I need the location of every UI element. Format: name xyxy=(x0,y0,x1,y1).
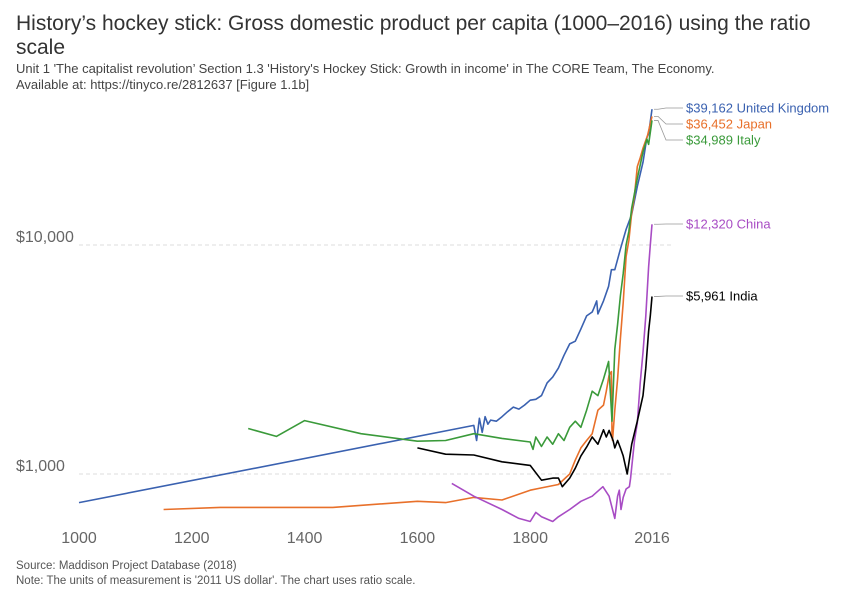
subtitle-line-1: Unit 1 'The capitalist revolution’ Secti… xyxy=(16,61,715,76)
gridlines xyxy=(79,244,673,475)
x-axis-ticks: 1000 1200 1400 1600 1800 2016 xyxy=(61,530,670,547)
series-line-japan xyxy=(163,116,653,511)
series-labels: $39,162 United Kingdom$36,452 Japan$34,9… xyxy=(654,101,829,304)
y-tick-label: $1,000 xyxy=(16,458,65,475)
series-end-label: $5,961 India xyxy=(686,289,758,304)
series-end-label: $34,989 Italy xyxy=(686,133,761,148)
source-note: Source: Maddison Project Database (2018) xyxy=(16,560,237,572)
y-axis-ticks: $1,000 $10,000 xyxy=(16,229,74,475)
label-leader-line xyxy=(654,120,683,141)
x-tick-label: 1600 xyxy=(400,530,436,547)
x-tick-label: 1000 xyxy=(61,530,97,547)
x-tick-label: 1200 xyxy=(174,530,210,547)
subtitle-line-2: Available at: https://tinyco.re/2812637 … xyxy=(16,77,310,92)
series-end-label: $12,320 China xyxy=(686,217,771,232)
series-end-label: $36,452 Japan xyxy=(686,117,772,132)
x-tick-label: 1800 xyxy=(512,530,548,547)
x-tick-label: 2016 xyxy=(634,530,670,547)
chart-title: History’s hockey stick: Gross domestic p… xyxy=(16,12,811,59)
label-leader-line xyxy=(654,115,683,125)
units-note: Note: The units of measurement is '2011 … xyxy=(16,575,416,587)
y-tick-label: $10,000 xyxy=(16,229,74,246)
x-tick-label: 1400 xyxy=(287,530,323,547)
chart-subtitle: Unit 1 'The capitalist revolution’ Secti… xyxy=(16,61,836,93)
series-line-united-kingdom xyxy=(78,109,653,504)
label-leader-line xyxy=(654,107,683,110)
series-line-italy xyxy=(247,120,653,451)
series-lines xyxy=(78,109,653,523)
series-line-china xyxy=(451,224,653,523)
series-end-label: $39,162 United Kingdom xyxy=(686,101,829,116)
series-line-india xyxy=(417,296,653,488)
